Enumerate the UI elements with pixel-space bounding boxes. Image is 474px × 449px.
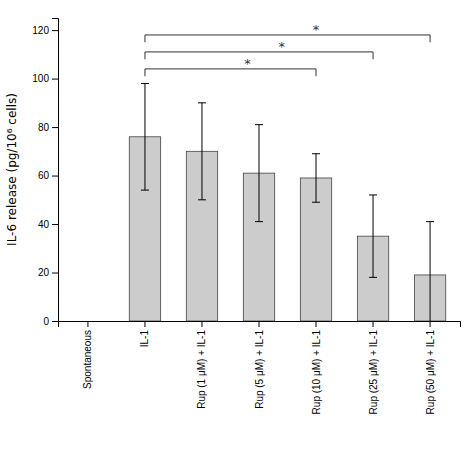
x-tick-label: Spontaneous: [82, 330, 93, 389]
y-tick: 120: [32, 25, 58, 36]
bar: [72, 321, 103, 322]
y-tick: 80: [38, 122, 58, 133]
y-tick-label: 80: [38, 122, 50, 133]
error-bar: [198, 103, 206, 200]
y-tick-mark: [52, 176, 58, 177]
significance-label: *: [244, 56, 251, 71]
x-tick: IL-1: [139, 321, 150, 347]
significance-label: *: [313, 22, 320, 37]
y-tick-label: 60: [38, 170, 50, 181]
x-tick-mark: [430, 321, 431, 327]
error-bar-part: [201, 103, 202, 200]
x-tick: Rup (25 μM) + IL-1: [368, 321, 379, 414]
bracket: [145, 52, 373, 59]
x-tick-label: Rup (25 μM) + IL-1: [368, 330, 379, 415]
bracket-line: [145, 51, 373, 52]
x-tick: Rup (1 μM) + IL-1: [196, 321, 207, 409]
x-tick-label: Rup (1 μM) + IL-1: [196, 330, 207, 409]
error-bar-part: [259, 125, 260, 222]
error-bar-part: [312, 202, 320, 203]
bracket-line: [373, 52, 374, 59]
bracket: [145, 69, 316, 76]
significance-label: *: [279, 39, 286, 54]
y-tick: 20: [38, 267, 58, 278]
error-bar-part: [316, 154, 317, 202]
x-axis: Spontaneous IL-1 Rup (1 μM) + IL-1 Rup (5 μ…: [59, 321, 461, 414]
y-tick-label: 120: [32, 25, 49, 36]
x-tick: Rup (5 μM) + IL-1: [254, 321, 265, 409]
y-tick-mark: [52, 127, 58, 128]
error-bar: [369, 195, 377, 277]
y-axis-title: IL-6 release (pg/10⁶ cells): [5, 93, 19, 246]
x-tick-label: Rup (50 μM) + IL-1: [425, 330, 436, 415]
error-bar-part: [141, 83, 149, 84]
y-tick-mark: [52, 30, 58, 31]
y-axis: 0 20 40 60 80 100 120: [32, 19, 58, 327]
error-bar-part: [255, 124, 263, 125]
error-bar: [141, 83, 149, 190]
y-axis-line: [52, 19, 59, 322]
error-bar-part: [369, 194, 377, 195]
error-bar: [426, 222, 434, 321]
error-bar-part: [141, 190, 149, 191]
plot: 0 20 40 60 80 100 120 Spontaneous IL-1 Rup (1 μM)…: [5, 19, 461, 415]
x-tick-label: IL-1: [139, 330, 150, 348]
bracket-line: [316, 69, 317, 76]
chart: 0 20 40 60 80 100 120 Spontaneous IL-1 Rup (1 μM)…: [0, 0, 474, 449]
y-tick-mark: [52, 224, 58, 225]
y-tick: 40: [38, 219, 58, 230]
y-tick: 60: [38, 170, 58, 181]
error-bar-part: [198, 199, 206, 200]
x-tick-mark: [144, 321, 145, 327]
bracket-line: [144, 52, 145, 59]
x-tick: Rup (50 μM) + IL-1: [425, 321, 436, 414]
bracket-line: [145, 34, 430, 35]
bracket: [145, 35, 430, 42]
x-tick: Rup (10 μM) + IL-1: [311, 321, 322, 414]
error-bar-part: [255, 221, 263, 222]
y-tick-label: 0: [43, 316, 49, 327]
y-tick-mark: [52, 79, 58, 80]
y-tick-mark: [52, 273, 58, 274]
x-tick-mark: [201, 321, 202, 327]
error-bar-part: [144, 83, 145, 190]
x-tick-mark: [259, 321, 260, 327]
bracket-line: [144, 69, 145, 76]
bracket-line: [145, 68, 316, 69]
error-bar-part: [198, 102, 206, 103]
bracket-line: [430, 35, 431, 42]
x-tick-label: Rup (5 μM) + IL-1: [254, 330, 265, 409]
x-tick: Spontaneous: [82, 321, 93, 389]
error-bar-part: [369, 277, 377, 278]
y-tick-label: 100: [32, 73, 49, 84]
x-tick-mark: [87, 321, 88, 327]
error-bar-part: [312, 153, 320, 154]
x-tick-mark: [316, 321, 317, 327]
error-bar-part: [430, 222, 431, 321]
y-tick-label: 40: [38, 219, 50, 230]
x-tick-label: Rup (10 μM) + IL-1: [311, 330, 322, 415]
y-tick-label: 20: [38, 267, 50, 278]
y-tick: 100: [32, 73, 58, 84]
error-bar: [255, 125, 263, 222]
y-tick-mark: [52, 321, 58, 322]
marks: [129, 83, 445, 321]
error-bar-part: [373, 195, 374, 277]
x-axis-line: [59, 322, 461, 328]
y-tick: 0: [43, 316, 58, 327]
error-bar-part: [426, 221, 434, 222]
x-tick-mark: [373, 321, 374, 327]
significance-brackets: * * *: [145, 22, 430, 76]
error-bar: [312, 154, 320, 202]
bracket-line: [144, 35, 145, 42]
